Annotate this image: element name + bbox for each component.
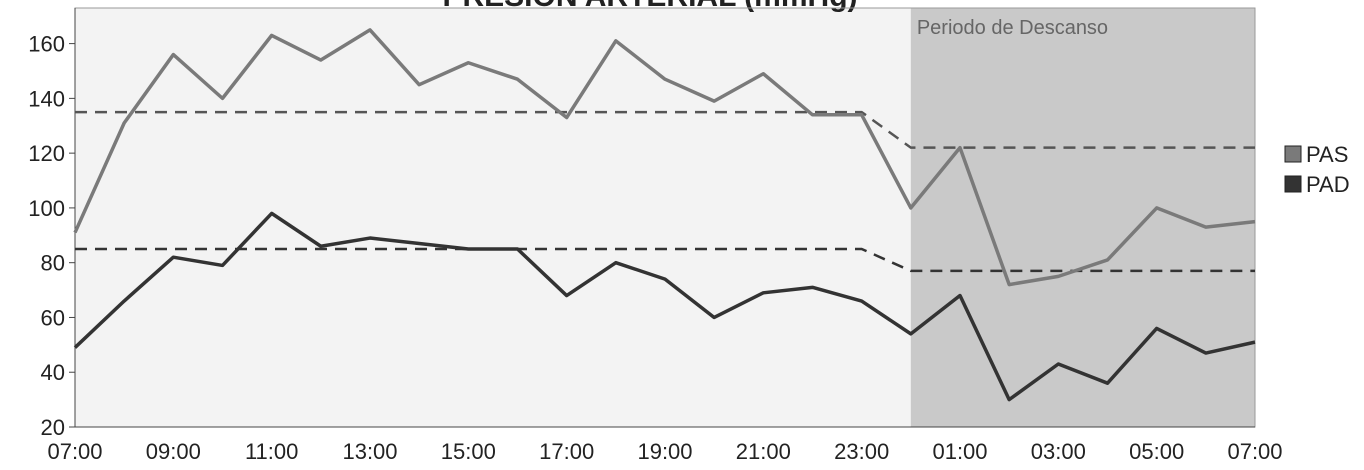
x-tick-label: 03:00 [1031,439,1086,464]
y-tick-label: 100 [28,196,65,221]
y-tick-label: 140 [28,86,65,111]
y-tick-label: 20 [41,415,65,440]
x-tick-label: 09:00 [146,439,201,464]
y-tick-label: 60 [41,305,65,330]
legend-label: PAS [1306,142,1348,167]
legend-swatch [1284,145,1302,163]
shaded-region [910,8,1255,427]
chart-title: PRESIÓN ARTERIAL (mmHg) [442,0,857,13]
legend-label: PAD [1306,172,1350,197]
legend-swatch [1284,175,1302,193]
series-line [73,211,1256,402]
x-tick-label: 23:00 [834,439,889,464]
x-tick-label: 19:00 [637,439,692,464]
y-tick-label: 120 [28,141,65,166]
x-tick-label: 07:00 [47,439,102,464]
series-line [73,28,1256,287]
y-tick-label: 40 [41,360,65,385]
x-tick-label: 15:00 [441,439,496,464]
shaded-region-label: Periodo de Descanso [917,17,1108,39]
reference-line [75,247,1255,273]
reference-line [75,110,1255,149]
x-tick-label: 13:00 [342,439,397,464]
x-tick-label: 01:00 [932,439,987,464]
y-tick-label: 80 [41,251,65,276]
x-tick-label: 21:00 [736,439,791,464]
x-tick-label: 07:00 [1227,439,1282,464]
x-tick-label: 05:00 [1129,439,1184,464]
x-tick-label: 11:00 [245,439,298,464]
y-tick-label: 160 [28,32,65,57]
x-tick-label: 17:00 [539,439,594,464]
